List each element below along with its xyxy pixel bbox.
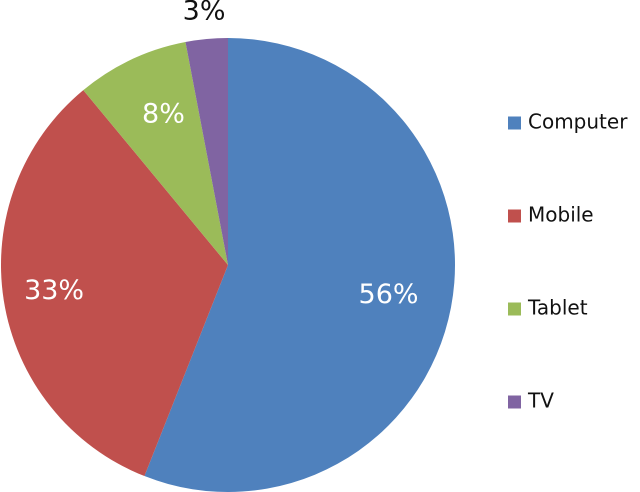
pie-label-computer: 56% <box>359 279 419 310</box>
legend-label-tablet: Tablet <box>527 296 588 320</box>
pie-slice-tv <box>185 38 228 265</box>
pie-label-mobile: 33% <box>24 275 84 306</box>
legend-swatch-computer <box>508 116 521 130</box>
legend-item-computer: Computer <box>508 110 628 134</box>
pie-slice-tablet <box>83 42 229 265</box>
pie-slice-computer <box>144 38 455 492</box>
legend-swatch-tablet <box>508 302 521 316</box>
legend-swatch-mobile <box>508 209 521 223</box>
legend-item-tablet: Tablet <box>508 296 588 320</box>
legend-swatch-tv <box>508 395 521 409</box>
pie-slice-mobile <box>1 90 228 477</box>
legend-item-mobile: Mobile <box>508 203 594 227</box>
legend-label-mobile: Mobile <box>528 203 594 227</box>
legend-item-tv: TV <box>508 389 554 413</box>
pie-slices <box>1 38 455 492</box>
pie-label-tablet: 8% <box>142 99 185 130</box>
pie-labels: 56% 33% 8% 3% <box>24 0 418 310</box>
legend-label-tv: TV <box>527 389 554 413</box>
legend: Computer Mobile Tablet TV <box>508 110 628 413</box>
legend-label-computer: Computer <box>528 110 628 134</box>
pie-label-tv: 3% <box>183 0 226 26</box>
